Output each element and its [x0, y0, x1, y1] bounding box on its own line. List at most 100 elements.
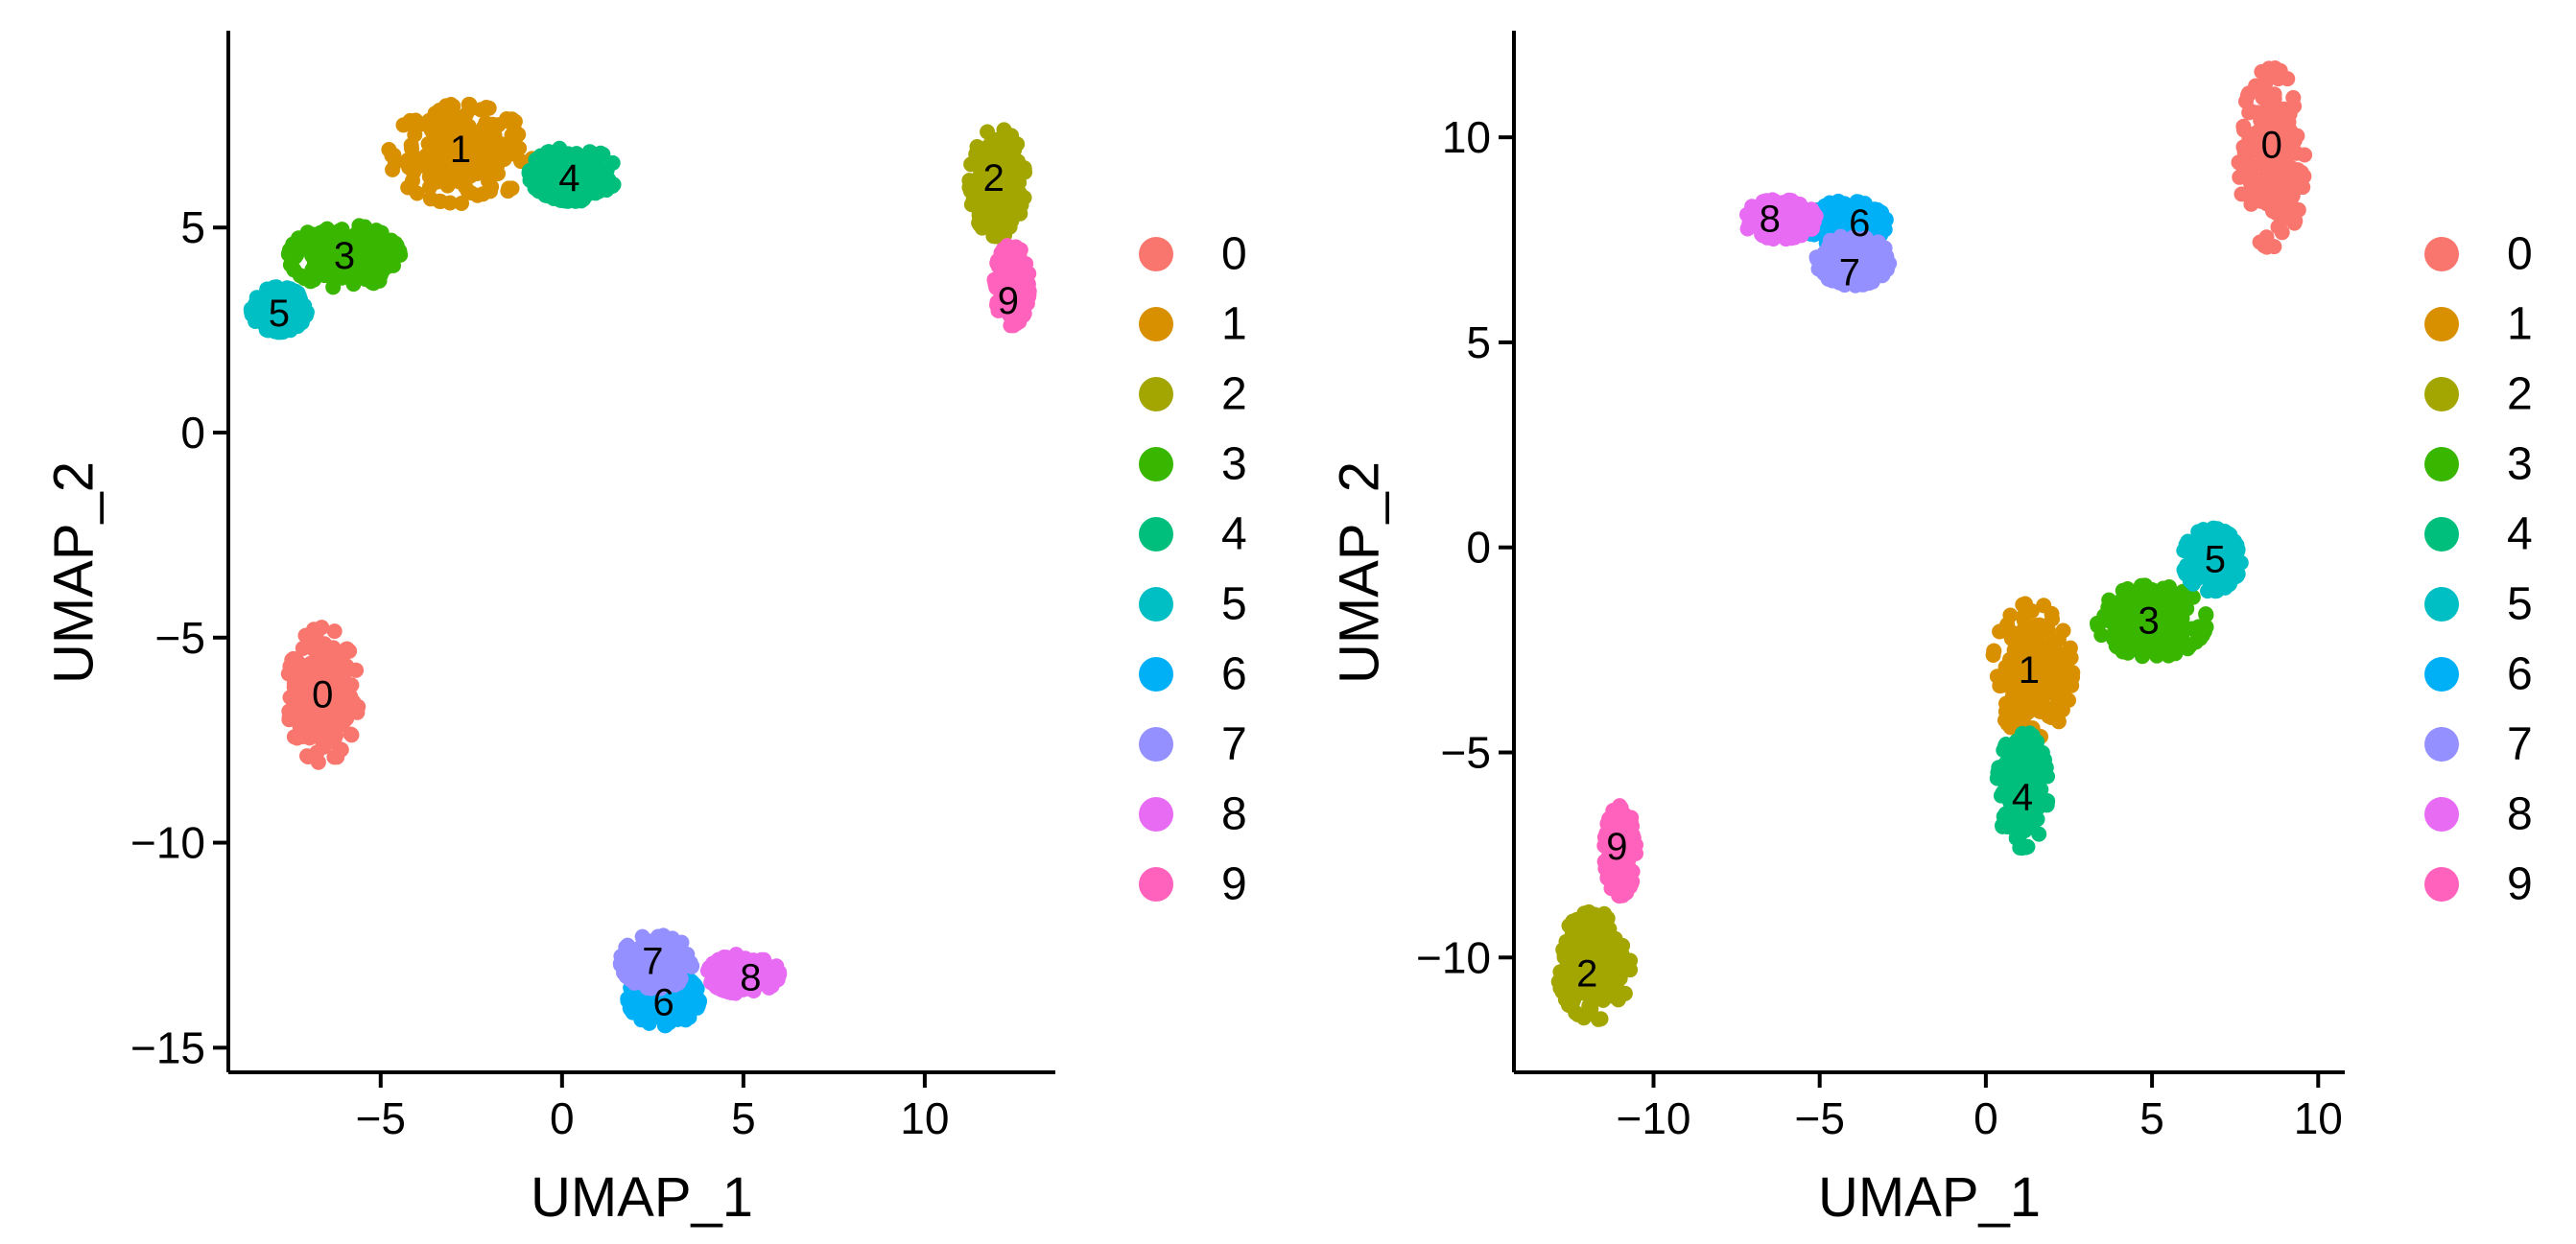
data-point-cluster-2	[981, 179, 998, 196]
x-axis-title: UMAP_1	[531, 1166, 753, 1229]
data-point-cluster-4	[2031, 826, 2047, 842]
data-point-cluster-9	[1016, 305, 1032, 321]
data-point-cluster-0	[300, 702, 317, 717]
data-point-cluster-2	[996, 122, 1012, 138]
data-points	[243, 96, 1037, 1034]
data-point-cluster-3	[380, 248, 396, 265]
data-point-cluster-7	[1864, 273, 1880, 290]
data-point-cluster-7	[1858, 244, 1875, 260]
legend-key-6	[2424, 657, 2459, 692]
legend-label-4: 4	[1221, 509, 1247, 560]
y-axis-title: UMAP_2	[43, 461, 106, 684]
y-tick-label: 5	[1466, 317, 1491, 367]
legend-label-7: 7	[1221, 719, 1247, 770]
data-point-cluster-3	[291, 230, 307, 246]
cluster-label-1: 1	[2019, 649, 2040, 692]
legend-label-6: 6	[1221, 649, 1247, 700]
y-tick-label: −10	[130, 818, 205, 868]
data-point-cluster-4	[2040, 793, 2056, 810]
data-point-cluster-1	[2050, 631, 2067, 647]
x-axis-title: UMAP_1	[1818, 1166, 2041, 1229]
y-tick-label: 10	[1442, 112, 1491, 162]
data-point-cluster-3	[2120, 645, 2136, 661]
legend-label-6: 6	[2507, 649, 2533, 700]
data-point-cluster-2	[1612, 971, 1628, 986]
data-point-cluster-3	[348, 245, 364, 261]
data-point-cluster-3	[2198, 606, 2214, 622]
cluster-label-4: 4	[558, 157, 579, 200]
data-point-cluster-1	[385, 161, 401, 177]
data-point-cluster-0	[2243, 196, 2259, 212]
x-tick-label: 10	[2294, 1093, 2343, 1143]
data-point-cluster-1	[480, 167, 496, 183]
data-points	[1550, 60, 2313, 1027]
legend-key-9	[2424, 867, 2459, 902]
data-point-cluster-3	[333, 232, 349, 248]
data-point-cluster-1	[437, 98, 454, 114]
data-point-cluster-2	[999, 219, 1014, 235]
data-point-cluster-0	[2285, 89, 2302, 106]
x-tick-label: −10	[1616, 1093, 1690, 1143]
data-point-cluster-2	[978, 152, 994, 167]
data-point-cluster-1	[2016, 608, 2032, 624]
data-point-cluster-1	[1985, 647, 2001, 663]
data-point-cluster-0	[348, 662, 365, 678]
data-point-cluster-6	[633, 1012, 650, 1028]
data-point-cluster-1	[405, 173, 420, 189]
legend-label-2: 2	[1221, 369, 1247, 420]
data-point-cluster-1	[2065, 665, 2081, 681]
legend-key-8	[2424, 797, 2459, 832]
data-point-cluster-0	[343, 699, 360, 716]
cluster-label-9: 9	[1606, 826, 1627, 868]
x-tick-label: 5	[731, 1093, 756, 1143]
data-point-cluster-1	[2020, 705, 2036, 721]
legend-key-4	[2424, 517, 2459, 552]
data-point-cluster-4	[580, 155, 597, 172]
legend-label-9: 9	[1221, 859, 1247, 910]
cluster-3-points	[280, 218, 409, 295]
data-point-cluster-4	[2014, 749, 2030, 765]
data-point-cluster-8	[764, 968, 780, 984]
legend-key-4	[1139, 517, 1173, 552]
legend-label-3: 3	[1221, 439, 1247, 490]
data-point-cluster-3	[323, 269, 340, 285]
data-point-cluster-6	[676, 1001, 693, 1018]
data-point-cluster-1	[408, 112, 424, 129]
data-point-cluster-3	[2173, 619, 2189, 634]
data-point-cluster-1	[444, 134, 461, 151]
data-point-cluster-1	[483, 183, 498, 200]
data-point-cluster-3	[366, 264, 382, 280]
data-point-cluster-0	[281, 709, 297, 725]
data-point-cluster-5	[264, 309, 279, 325]
data-point-cluster-3	[320, 233, 336, 249]
y-tick-label: −5	[155, 613, 205, 663]
data-point-cluster-1	[484, 129, 501, 145]
data-point-cluster-1	[461, 97, 478, 112]
data-point-cluster-1	[384, 148, 400, 164]
data-point-cluster-0	[2235, 118, 2252, 134]
data-point-cluster-0	[321, 684, 338, 700]
legend-label-0: 0	[2507, 229, 2533, 280]
cluster-label-6: 6	[653, 981, 674, 1023]
data-point-cluster-1	[2046, 657, 2063, 673]
cluster-label-9: 9	[998, 280, 1019, 322]
data-point-cluster-3	[365, 242, 381, 257]
data-point-cluster-2	[1009, 182, 1026, 199]
legend-label-1: 1	[1221, 299, 1247, 350]
legend-label-9: 9	[2507, 859, 2533, 910]
data-point-cluster-7	[1881, 255, 1898, 271]
data-point-cluster-1	[502, 114, 517, 129]
cluster-label-3: 3	[2138, 600, 2159, 643]
cluster-label-6: 6	[1849, 202, 1870, 245]
legend-key-7	[1139, 727, 1173, 762]
data-point-cluster-0	[311, 727, 327, 743]
data-point-cluster-8	[723, 984, 740, 1000]
legend-key-6	[1139, 657, 1173, 692]
data-point-cluster-4	[530, 154, 546, 170]
data-point-cluster-4	[560, 193, 577, 209]
data-point-cluster-3	[2099, 612, 2115, 628]
data-point-cluster-0	[2258, 229, 2275, 246]
